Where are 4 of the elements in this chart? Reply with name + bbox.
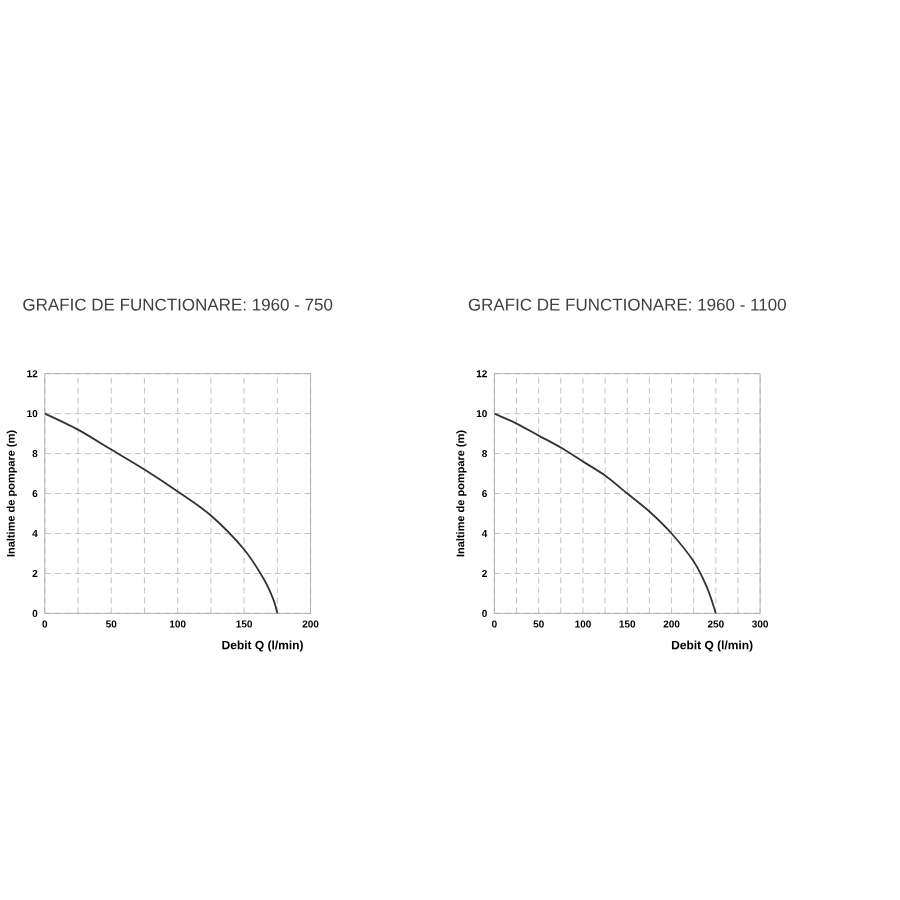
chart-title: GRAFIC DE FUNCTIONARE: 1960 - 1100 [468, 299, 786, 312]
chart-title: GRAFIC DE FUNCTIONARE: 1960 - 750 [23, 299, 333, 312]
line-series [44, 413, 279, 614]
line-series [494, 413, 717, 614]
